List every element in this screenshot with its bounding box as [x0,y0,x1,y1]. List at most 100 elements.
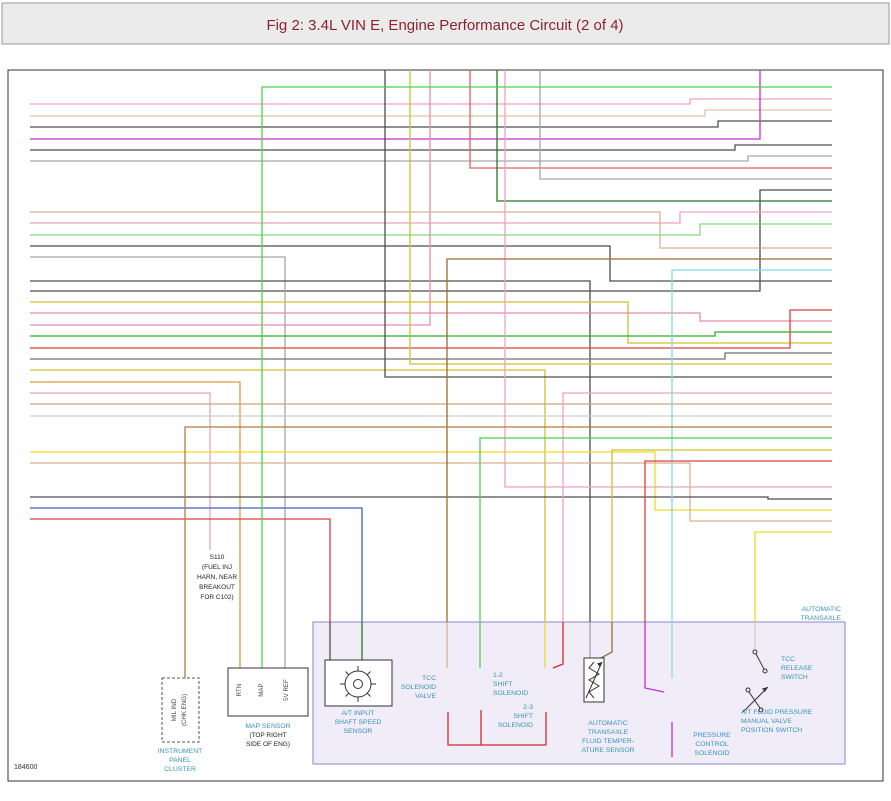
shift-solenoid-12-label: SHIFT [493,681,513,688]
wire-pnk [504,70,832,488]
wire-pnk [30,98,832,105]
wire-pnk [30,392,211,550]
switch-contact-icon [758,707,764,713]
wire-brn [600,622,613,659]
map-terminal-rtn: RTN [236,684,243,697]
instrument-cluster-label: CLUSTER [164,766,196,773]
splice-label: S110 [210,554,225,561]
wire-pnk [562,392,832,622]
switch-contact-icon [762,668,768,674]
wire-red [552,622,564,669]
switch-contact-icon [745,687,751,693]
wire-pnk-blk [30,70,431,326]
wire-lt-grn-wht [30,223,832,236]
speed-sensor-label: A/T INPUT [342,710,375,717]
shift-solenoid-12-label: 1-2 [493,672,503,679]
wire-brn [446,258,832,622]
wire-blk [30,280,591,622]
map-sensor-label: MAP SENSOR [245,723,290,730]
temp-sensor-label: FLUID TEMPER- [582,738,634,745]
tcc-release-switch-label: RELEASE [781,665,813,672]
tcc-release-switch-label: SWITCH [781,674,808,681]
wire-dk-blu-wht [30,507,363,622]
shift-solenoid-12-label: SOLENOID [493,690,528,697]
wire-yel [754,531,832,622]
wire-dk-grn [496,70,832,202]
tcc-release-switch-symbol [752,649,768,674]
speed-sensor-label: SHAFT SPEED [334,719,381,726]
tcc-release-switch-label: TCC [781,656,795,663]
wire-blk [30,496,832,500]
pressure-solenoid-label: PRESSURE [693,732,731,739]
wire-lt-grn [261,86,832,668]
wire-gry [539,70,832,180]
wire-tan-wht [30,109,832,117]
wire-red-blk [644,460,832,622]
switch-arrowhead-icon [762,687,768,692]
wire-blk [30,120,832,128]
manual-valve-position-switch-symbol [742,686,769,713]
map-sensor-location: (TOP RIGHT [249,732,286,739]
wire-yel-blk [409,70,832,365]
shift-solenoid-23-label: SHIFT [513,713,533,720]
wire-yel-blk [611,449,832,622]
temp-sensor-label: ATURE SENSOR [581,747,634,754]
tcc-solenoid-label: SOLENOID [401,684,436,691]
tcc-solenoid-label: VALVE [415,693,436,700]
thermistor-arrow-icon [585,661,603,699]
automatic-transaxle-box [312,621,846,765]
transaxle-label: AUTOMATIC [802,606,841,613]
switch-blade-icon [755,653,765,670]
shift-solenoid-23-label: SOLENOID [498,722,533,729]
wire-lt-grn-blk [30,331,832,337]
mil-indicator-label: MIL IND [171,698,178,721]
wire-blk [30,144,832,151]
temp-sensor-label: AUTOMATIC [588,720,627,727]
wire-ppl [30,70,761,140]
wire-tan [30,462,832,522]
temp-sensor-label: TRANSAXLE [588,729,629,736]
wire-pnk [30,211,832,224]
splice-label: FOR C102) [200,594,233,601]
tcc-solenoid-label: TCC [422,675,436,682]
wire-red [447,712,547,746]
wire-yel-blk [30,301,832,344]
figure-code: 184600 [14,764,37,771]
map-terminal-map: MAP [258,683,265,696]
instrument-cluster-label: PANEL [169,757,191,764]
splice-label: (FUEL INJ [202,564,232,571]
thermistor-arrowhead-icon [597,662,602,667]
instrument-cluster-box [161,677,200,743]
wires-layer [30,70,832,757]
wire-yel-blk [30,369,546,622]
gear-hub-icon [353,679,363,689]
wire-brn-wht [184,426,832,678]
manual-valve-switch-label: A/T FLUID PRESSURE [741,709,813,716]
splice-label: BREAKOUT [199,584,235,591]
wire-tan [30,211,832,249]
transaxle-fluid-temp-sensor-symbol [583,657,605,703]
header-bar [1,2,890,45]
wire-red-blk [30,518,331,622]
wire-lt-blu-wht [671,269,832,622]
wire-pnk-blk [30,312,832,322]
splice-label: HARN, NEAR [197,574,237,581]
manual-valve-switch-label: MANUAL VALVE [741,718,792,725]
map-terminal-5vref: 5V REF [283,679,290,701]
pressure-solenoid-label: SOLENOID [694,750,729,757]
manual-valve-switch-label: POSITION SWITCH [741,727,802,734]
map-sensor-box [227,667,309,717]
wire-lt-grn [479,437,832,622]
instrument-cluster-label: INSTRUMENT [158,748,203,755]
wire-gry [30,256,286,668]
switch-arrow-icon [742,686,769,713]
wire-blk [30,189,832,292]
gear-teeth-icon [340,666,376,702]
wire-red-wht [469,70,832,169]
wire-blk [30,245,832,282]
wire-yel [30,451,832,511]
wire-gry [30,155,832,162]
wire-blk [384,70,832,378]
wire-org-blk [30,381,241,668]
